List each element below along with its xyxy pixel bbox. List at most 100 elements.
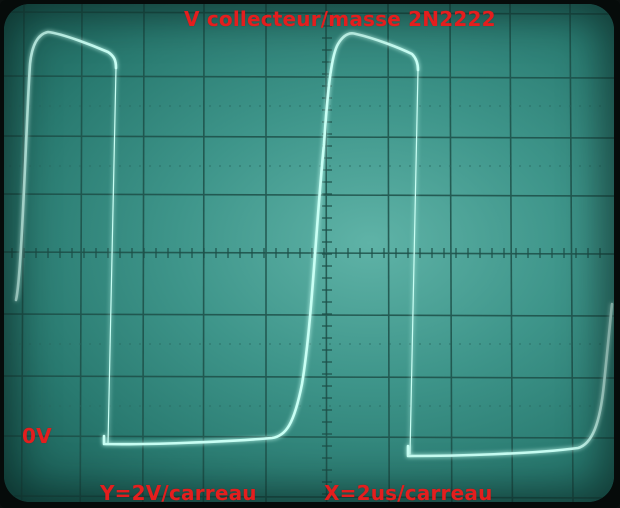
grid-dot	[169, 165, 171, 167]
grid-dot	[29, 405, 31, 407]
grid-dot	[339, 405, 341, 407]
grid-dot	[99, 105, 101, 107]
grid-dot	[549, 343, 551, 345]
trace-falling-edge-2	[409, 69, 419, 455]
grid-horizontal-line	[4, 495, 614, 499]
grid-dot	[49, 405, 51, 407]
grid-dot	[19, 105, 21, 107]
grid-dot	[509, 165, 511, 167]
grid-dot	[199, 343, 201, 345]
grid-dot	[409, 105, 411, 107]
grid-dot	[339, 105, 341, 107]
grid-dot	[179, 405, 181, 407]
grid-dot	[419, 165, 421, 167]
grid-dot	[89, 405, 91, 407]
grid-dot	[589, 405, 591, 407]
grid-dot	[59, 165, 61, 167]
grid-dot	[119, 165, 121, 167]
grid-dot	[89, 343, 91, 345]
grid-dot	[179, 105, 181, 107]
grid-dot	[329, 165, 331, 167]
grid-horizontal-line	[4, 135, 614, 139]
grid-dot	[79, 105, 81, 107]
grid-dot	[429, 405, 431, 407]
grid-dot	[359, 105, 361, 107]
grid-dot	[39, 343, 41, 345]
grid-dot	[209, 165, 211, 167]
trace-baseline-1	[102, 32, 420, 446]
signal-trace	[14, 30, 614, 458]
grid-dot	[399, 165, 401, 167]
grid-dot	[269, 105, 271, 107]
grid-dot	[239, 405, 241, 407]
grid-dot	[529, 165, 531, 167]
grid-dot	[579, 343, 581, 345]
grid-dot	[469, 165, 471, 167]
grid-dot	[179, 165, 181, 167]
grid-vertical-line	[20, 4, 25, 502]
grid-dot	[429, 165, 431, 167]
grid-dot	[259, 405, 261, 407]
grid-dot	[459, 165, 461, 167]
grid-dot	[329, 105, 331, 107]
grid-dot	[59, 343, 61, 345]
grid-dot	[299, 405, 301, 407]
grid-dot	[589, 165, 591, 167]
grid-dot	[199, 405, 201, 407]
grid-dot	[449, 405, 451, 407]
grid-dot	[199, 105, 201, 107]
grid-dot	[479, 105, 481, 107]
grid-dot	[119, 405, 121, 407]
grid-dot	[409, 343, 411, 345]
grid-dot	[449, 165, 451, 167]
grid-dot	[289, 405, 291, 407]
grid-dot	[189, 165, 191, 167]
grid-dot	[299, 165, 301, 167]
grid-dot	[249, 405, 251, 407]
grid-horizontal-line	[4, 435, 614, 439]
grid-dot	[229, 405, 231, 407]
grid-dot	[99, 165, 101, 167]
grid-dot	[459, 343, 461, 345]
grid-dot	[489, 405, 491, 407]
grid-dot	[189, 105, 191, 107]
grid-dot	[59, 405, 61, 407]
grid-dot	[549, 165, 551, 167]
grid-dot	[479, 343, 481, 345]
grid-dot	[249, 105, 251, 107]
grid-dot	[599, 343, 601, 345]
grid-dot	[99, 405, 101, 407]
grid-dot	[139, 405, 141, 407]
grid-dot	[419, 405, 421, 407]
grid-dot	[449, 105, 451, 107]
grid-dot	[39, 105, 41, 107]
grid-dot	[379, 405, 381, 407]
graticule-center-ticks	[11, 13, 601, 495]
grid-horizontal-line	[4, 193, 614, 197]
grid-dot	[479, 405, 481, 407]
grid-dot	[479, 165, 481, 167]
grid-dot	[529, 405, 531, 407]
grid-dot	[579, 105, 581, 107]
grid-dot	[339, 343, 341, 345]
grid-dot	[89, 105, 91, 107]
grid-dot	[539, 105, 541, 107]
grid-dot	[319, 405, 321, 407]
grid-dot	[579, 165, 581, 167]
grid-dot	[349, 343, 351, 345]
grid-dot	[569, 105, 571, 107]
grid-dot	[369, 343, 371, 345]
grid-dot	[539, 405, 541, 407]
grid-dot	[549, 405, 551, 407]
grid-dot	[9, 343, 11, 345]
grid-dot	[519, 165, 521, 167]
grid-dot	[499, 165, 501, 167]
grid-dot	[79, 405, 81, 407]
graticule-subdivision-dots	[9, 105, 601, 407]
grid-dot	[369, 165, 371, 167]
grid-dot	[319, 343, 321, 345]
grid-dot	[39, 405, 41, 407]
grid-dot	[29, 105, 31, 107]
trace-baseline-2	[406, 302, 614, 458]
grid-dot	[309, 105, 311, 107]
